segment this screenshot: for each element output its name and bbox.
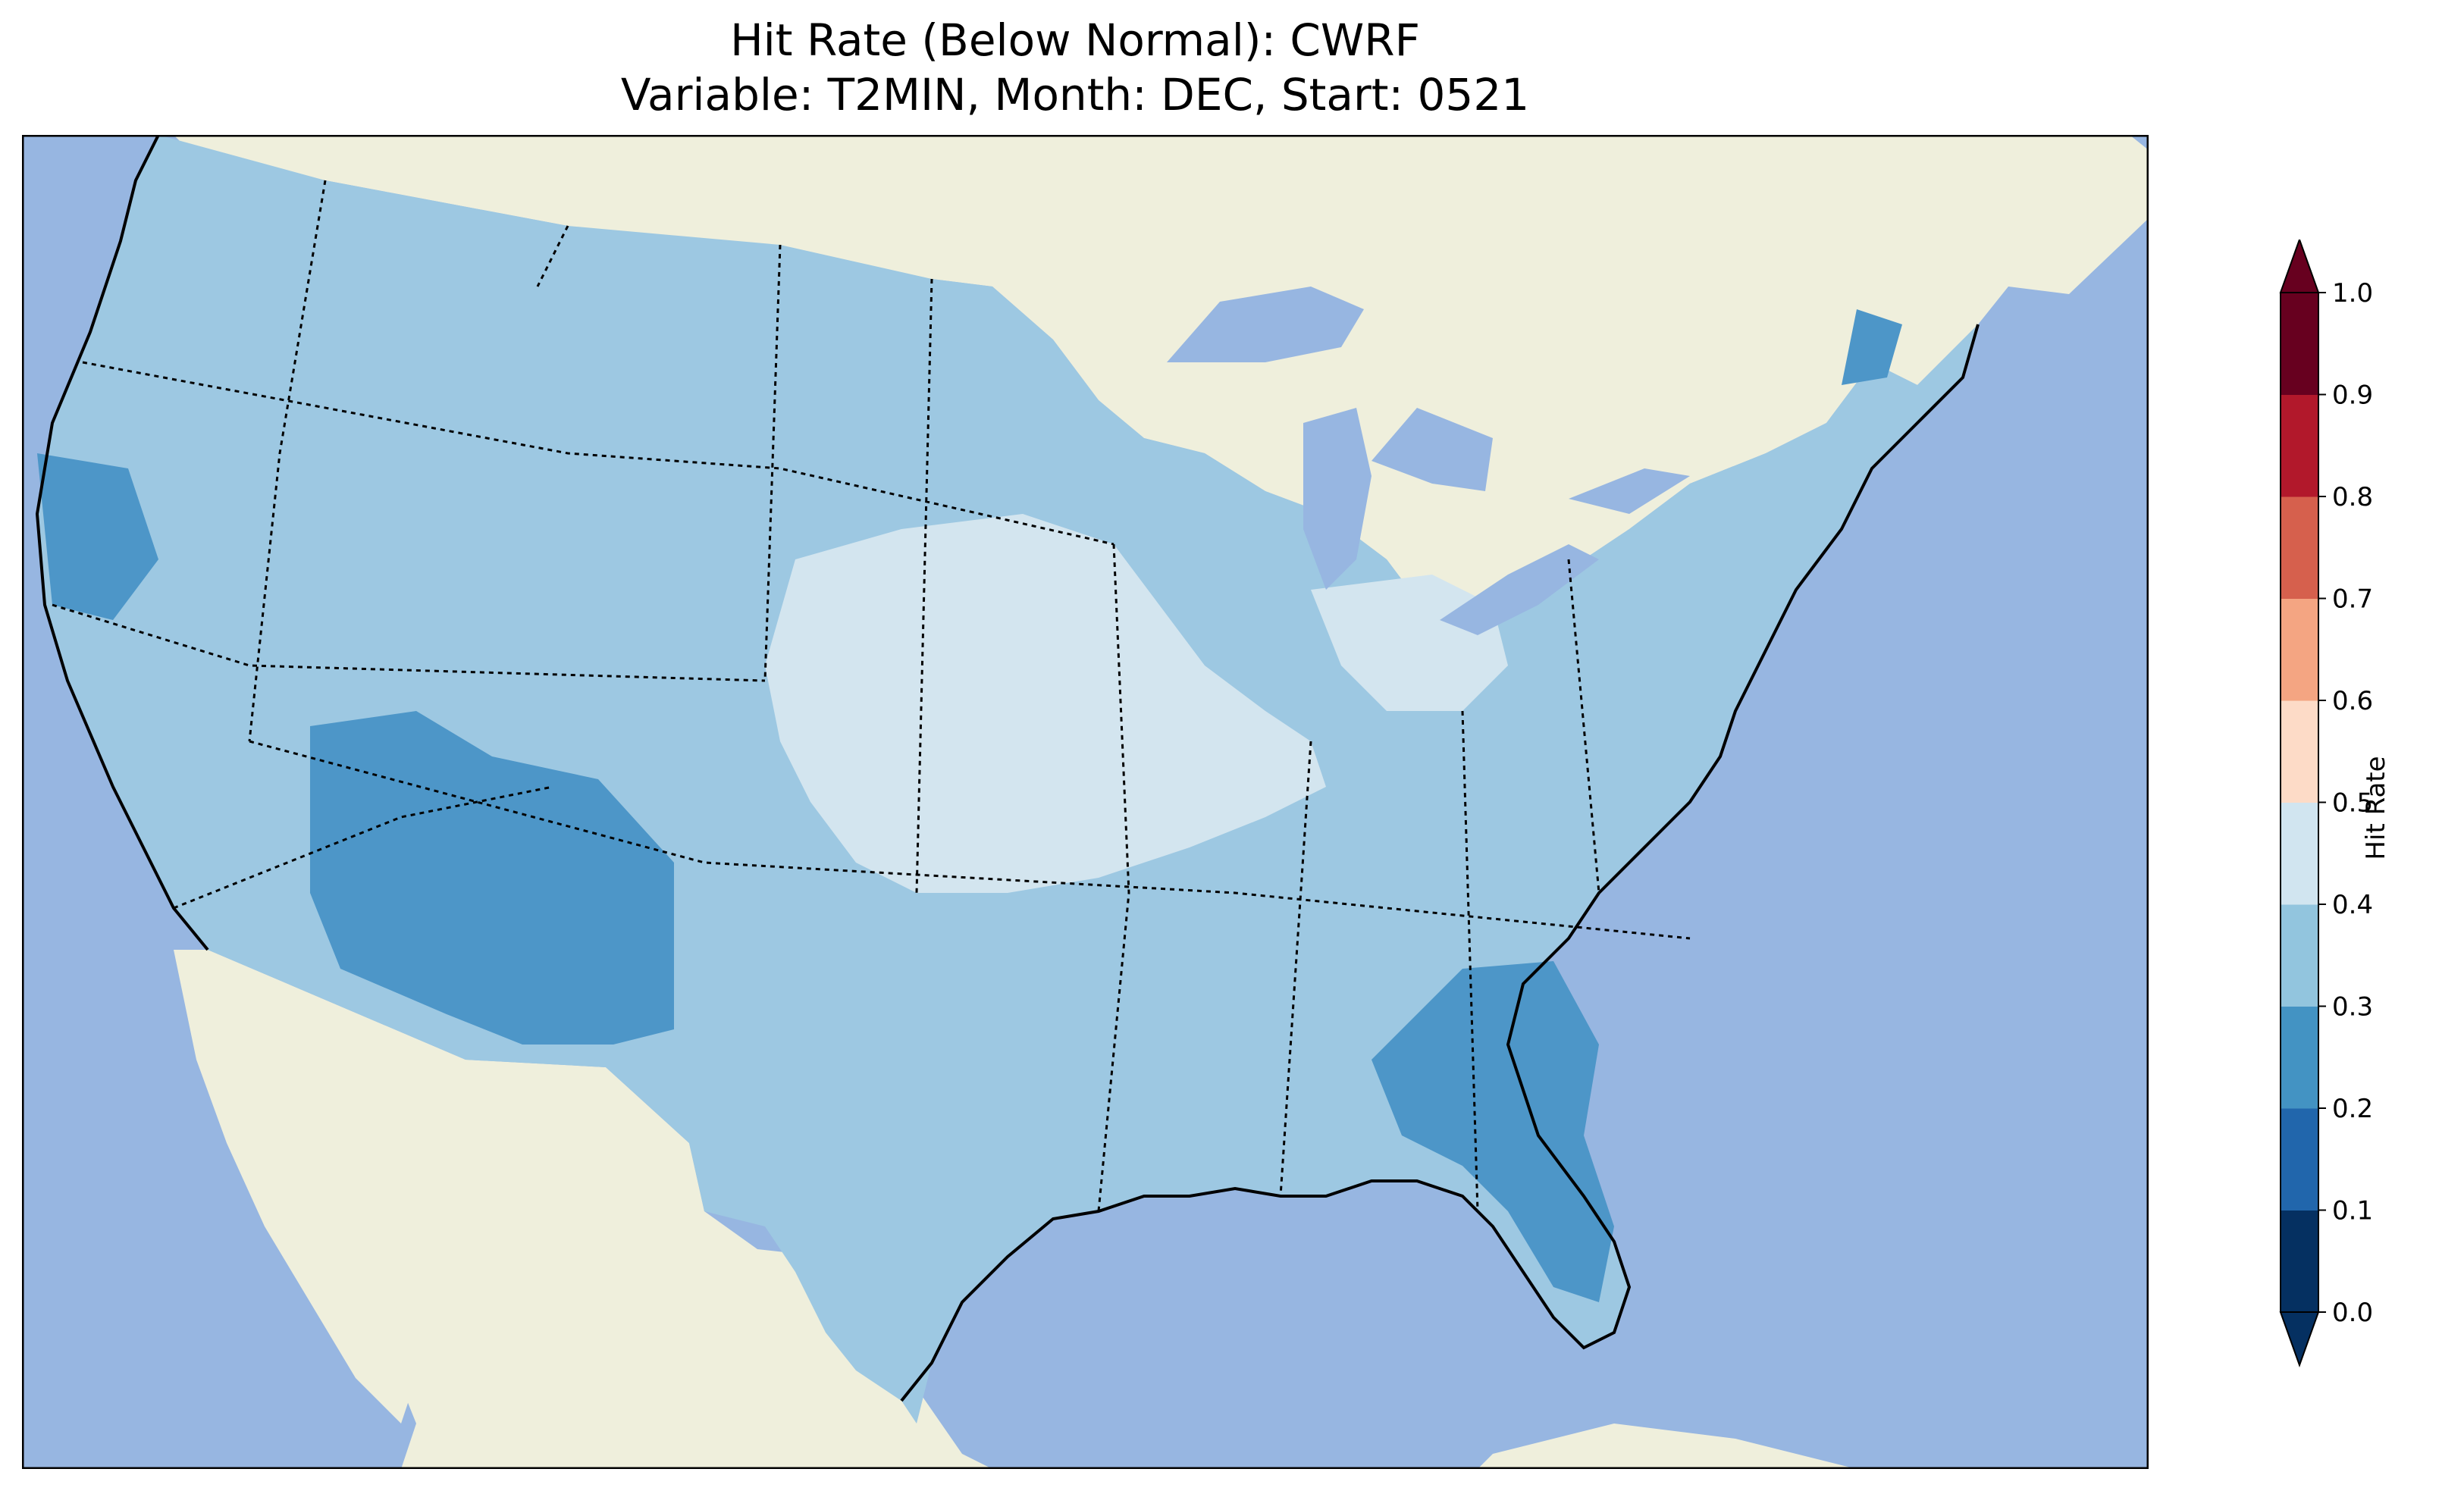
colorbar-tick-label: 0.1 bbox=[2332, 1196, 2373, 1226]
colorbar-label: Hit Rate bbox=[2361, 756, 2391, 860]
colorbar-tick-label: 0.5 bbox=[2332, 788, 2373, 819]
hit-rate-region-central bbox=[765, 514, 1326, 893]
colorbar-tick-label: 0.0 bbox=[2332, 1298, 2373, 1328]
colorbar-bin bbox=[2281, 904, 2318, 1007]
colorbar-bin bbox=[2281, 1108, 2318, 1211]
hit-rate-region-southeast bbox=[1372, 961, 1614, 1302]
colorbar-bin bbox=[2281, 293, 2318, 395]
hit-rate-region-west bbox=[310, 711, 674, 1045]
colorbar-tick-label: 0.8 bbox=[2332, 482, 2373, 512]
colorbar-bin bbox=[2281, 394, 2318, 497]
colorbar-tick-label: 0.4 bbox=[2332, 890, 2373, 920]
map-subtitle: Variable: T2MIN, Month: DEC, Start: 0521 bbox=[620, 69, 1530, 121]
colorbar-bin bbox=[2281, 802, 2318, 905]
colorbar-bins bbox=[2279, 240, 2320, 1367]
cuba-landmass bbox=[1478, 1424, 1857, 1469]
colorbar-tick-label: 1.0 bbox=[2332, 278, 2373, 309]
colorbar-extend-min bbox=[2279, 1311, 2320, 1367]
great-lakes bbox=[1167, 287, 1690, 635]
colorbar-tick-label: 0.3 bbox=[2332, 992, 2373, 1023]
coastline bbox=[35, 135, 1980, 1402]
colorbar-ticks: 0.0 0.1 0.2 0.3 0.4 0.5 0.6 0.7 0.8 0.9 1.0 bbox=[2318, 278, 2373, 1328]
colorbar-tick-label: 0.7 bbox=[2332, 584, 2373, 615]
colorbar-bin bbox=[2281, 1210, 2318, 1313]
colorbar-bin bbox=[2281, 1006, 2318, 1109]
colorbar-bin bbox=[2281, 700, 2318, 803]
hit-rate-region-california bbox=[37, 453, 158, 620]
map-panel bbox=[22, 135, 2149, 1469]
colorbar: 0.0 0.1 0.2 0.3 0.4 0.5 0.6 0.7 0.8 0.9 1.0 Hit Ra… bbox=[2279, 240, 2391, 1367]
colorbar-extend-max bbox=[2279, 240, 2320, 293]
state-borders bbox=[52, 180, 1691, 1212]
map-border bbox=[22, 135, 2149, 1469]
colorbar-tick-label: 0.6 bbox=[2332, 686, 2373, 716]
colorbar-tick-label: 0.9 bbox=[2332, 381, 2373, 411]
colorbar-bin bbox=[2281, 598, 2318, 701]
map-title: Hit Rate (Below Normal): CWRF bbox=[730, 14, 1420, 66]
hit-rate-region-maine bbox=[1842, 309, 1902, 385]
colorbar-tick-label: 0.2 bbox=[2332, 1094, 2373, 1124]
baja-peninsula bbox=[174, 950, 416, 1424]
colorbar-bin bbox=[2281, 496, 2318, 599]
canada-landmass bbox=[174, 135, 2149, 650]
